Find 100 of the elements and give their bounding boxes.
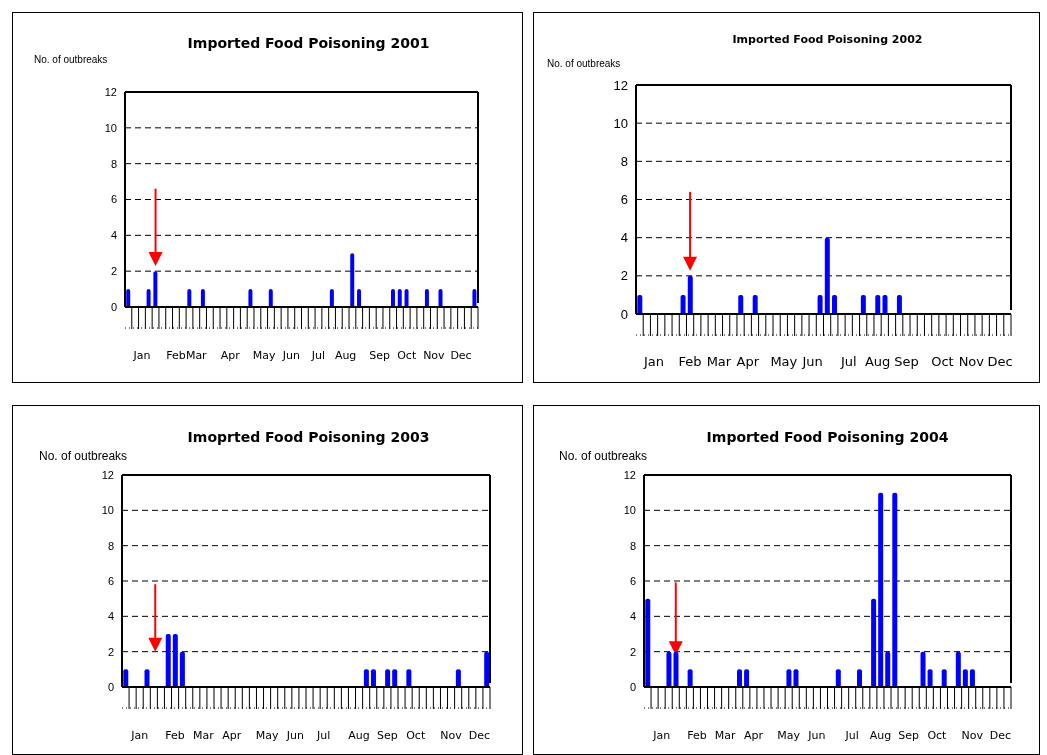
bar bbox=[752, 294, 758, 314]
bar bbox=[874, 294, 880, 314]
bar bbox=[349, 252, 354, 307]
bar bbox=[785, 668, 791, 687]
bar bbox=[896, 294, 902, 314]
x-tick-label: Mar bbox=[714, 728, 736, 742]
y-tick-label: 2 bbox=[629, 645, 636, 658]
y-tick-label: 8 bbox=[620, 153, 628, 169]
chart-title: Imported Food Poisoning 2004 bbox=[705, 429, 950, 445]
bar bbox=[146, 288, 151, 307]
x-tick-label: Jun bbox=[281, 348, 300, 362]
x-tick-label: Sep bbox=[376, 728, 398, 742]
bar bbox=[891, 492, 897, 687]
bar bbox=[824, 237, 830, 314]
y-tick-label: 12 bbox=[104, 85, 117, 98]
x-tick-label: Mar bbox=[706, 353, 732, 369]
y-tick-label: 0 bbox=[629, 680, 636, 693]
chart-title: Imported Food Poisoning 2002 bbox=[731, 33, 924, 46]
bar bbox=[370, 668, 376, 687]
x-tick-label: Apr bbox=[221, 728, 242, 742]
bar bbox=[125, 288, 130, 307]
x-tick-label: May bbox=[255, 728, 279, 742]
x-tick-label: Sep bbox=[893, 353, 919, 369]
bar bbox=[247, 288, 252, 307]
y-tick-label: 2 bbox=[110, 264, 117, 277]
y-tick-label: 6 bbox=[629, 574, 636, 587]
x-tick-label: Nov bbox=[439, 728, 462, 742]
bar bbox=[831, 294, 837, 314]
x-tick-label: Jun bbox=[801, 353, 823, 369]
bar bbox=[860, 294, 866, 314]
bar bbox=[743, 668, 749, 687]
x-tick-label: Jan bbox=[131, 348, 150, 362]
bar bbox=[962, 668, 968, 687]
y-tick-label: 10 bbox=[613, 115, 628, 131]
bar bbox=[687, 275, 693, 314]
bar bbox=[144, 668, 149, 687]
x-tick-label: Jun bbox=[285, 728, 304, 742]
x-tick-label: Jan bbox=[129, 728, 148, 742]
x-tick-label: Aug bbox=[347, 728, 370, 742]
x-tick-label: Jan bbox=[651, 728, 670, 742]
x-tick-label: Aug bbox=[334, 348, 356, 362]
bar bbox=[186, 288, 191, 307]
x-tick-label: Dec bbox=[987, 353, 1013, 369]
bar bbox=[424, 288, 429, 307]
bar bbox=[969, 668, 975, 687]
y-tick-label: 10 bbox=[101, 503, 114, 516]
bar bbox=[179, 651, 185, 687]
y-tick-label: 0 bbox=[110, 300, 117, 313]
chart-title: Imoprted Food Poisoning 2003 bbox=[186, 429, 431, 445]
bar bbox=[636, 294, 642, 314]
x-tick-label: Nov bbox=[958, 353, 984, 369]
x-tick-label: Jul bbox=[839, 353, 857, 369]
bar bbox=[405, 668, 411, 687]
x-tick-label: Nov bbox=[960, 728, 983, 742]
bar bbox=[165, 633, 171, 687]
x-tick-label: Oct bbox=[405, 728, 426, 742]
bar bbox=[437, 288, 442, 307]
bar bbox=[927, 668, 933, 687]
bar bbox=[644, 598, 650, 687]
bar bbox=[122, 668, 128, 687]
y-tick-label: 12 bbox=[623, 468, 636, 481]
bar bbox=[483, 651, 489, 687]
bar bbox=[687, 668, 693, 687]
y-tick-label: 6 bbox=[110, 192, 117, 205]
bar bbox=[817, 294, 823, 314]
y-tick-label: 4 bbox=[620, 229, 628, 245]
y-tick-label: 4 bbox=[107, 609, 114, 622]
bar bbox=[792, 668, 798, 687]
bar bbox=[870, 598, 876, 687]
y-tick-label: 0 bbox=[107, 680, 114, 693]
x-tick-label: May bbox=[776, 728, 801, 742]
y-axis-title: No. of outbreaks bbox=[547, 58, 621, 69]
bar bbox=[329, 288, 334, 307]
y-tick-label: 10 bbox=[623, 503, 636, 516]
y-tick-label: 10 bbox=[104, 121, 117, 134]
x-tick-label: May bbox=[252, 348, 276, 362]
bar bbox=[172, 633, 178, 687]
x-tick-label: Nov bbox=[422, 348, 445, 362]
bar bbox=[881, 294, 887, 314]
bar bbox=[152, 270, 157, 307]
x-tick-label: Mar bbox=[192, 728, 214, 742]
bar bbox=[363, 668, 369, 687]
y-tick-label: 6 bbox=[107, 574, 114, 587]
y-tick-label: 2 bbox=[620, 267, 628, 283]
x-tick-label: Sep bbox=[368, 348, 390, 362]
bar bbox=[877, 492, 883, 687]
y-tick-label: 0 bbox=[620, 306, 628, 322]
x-tick-label: Oct bbox=[930, 353, 954, 369]
x-tick-label: Mar bbox=[185, 348, 207, 362]
x-tick-label: Aug bbox=[869, 728, 891, 742]
bar bbox=[471, 288, 476, 307]
x-tick-label: Dec bbox=[989, 728, 1011, 742]
bar bbox=[384, 668, 390, 687]
y-tick-label: 4 bbox=[629, 609, 636, 622]
x-tick-label: Dec bbox=[468, 728, 490, 742]
x-tick-label: Oct bbox=[396, 348, 417, 362]
y-axis-title: No. of outbreaks bbox=[559, 449, 648, 463]
bar bbox=[856, 668, 862, 687]
y-tick-label: 12 bbox=[613, 77, 628, 93]
bar bbox=[455, 668, 461, 687]
